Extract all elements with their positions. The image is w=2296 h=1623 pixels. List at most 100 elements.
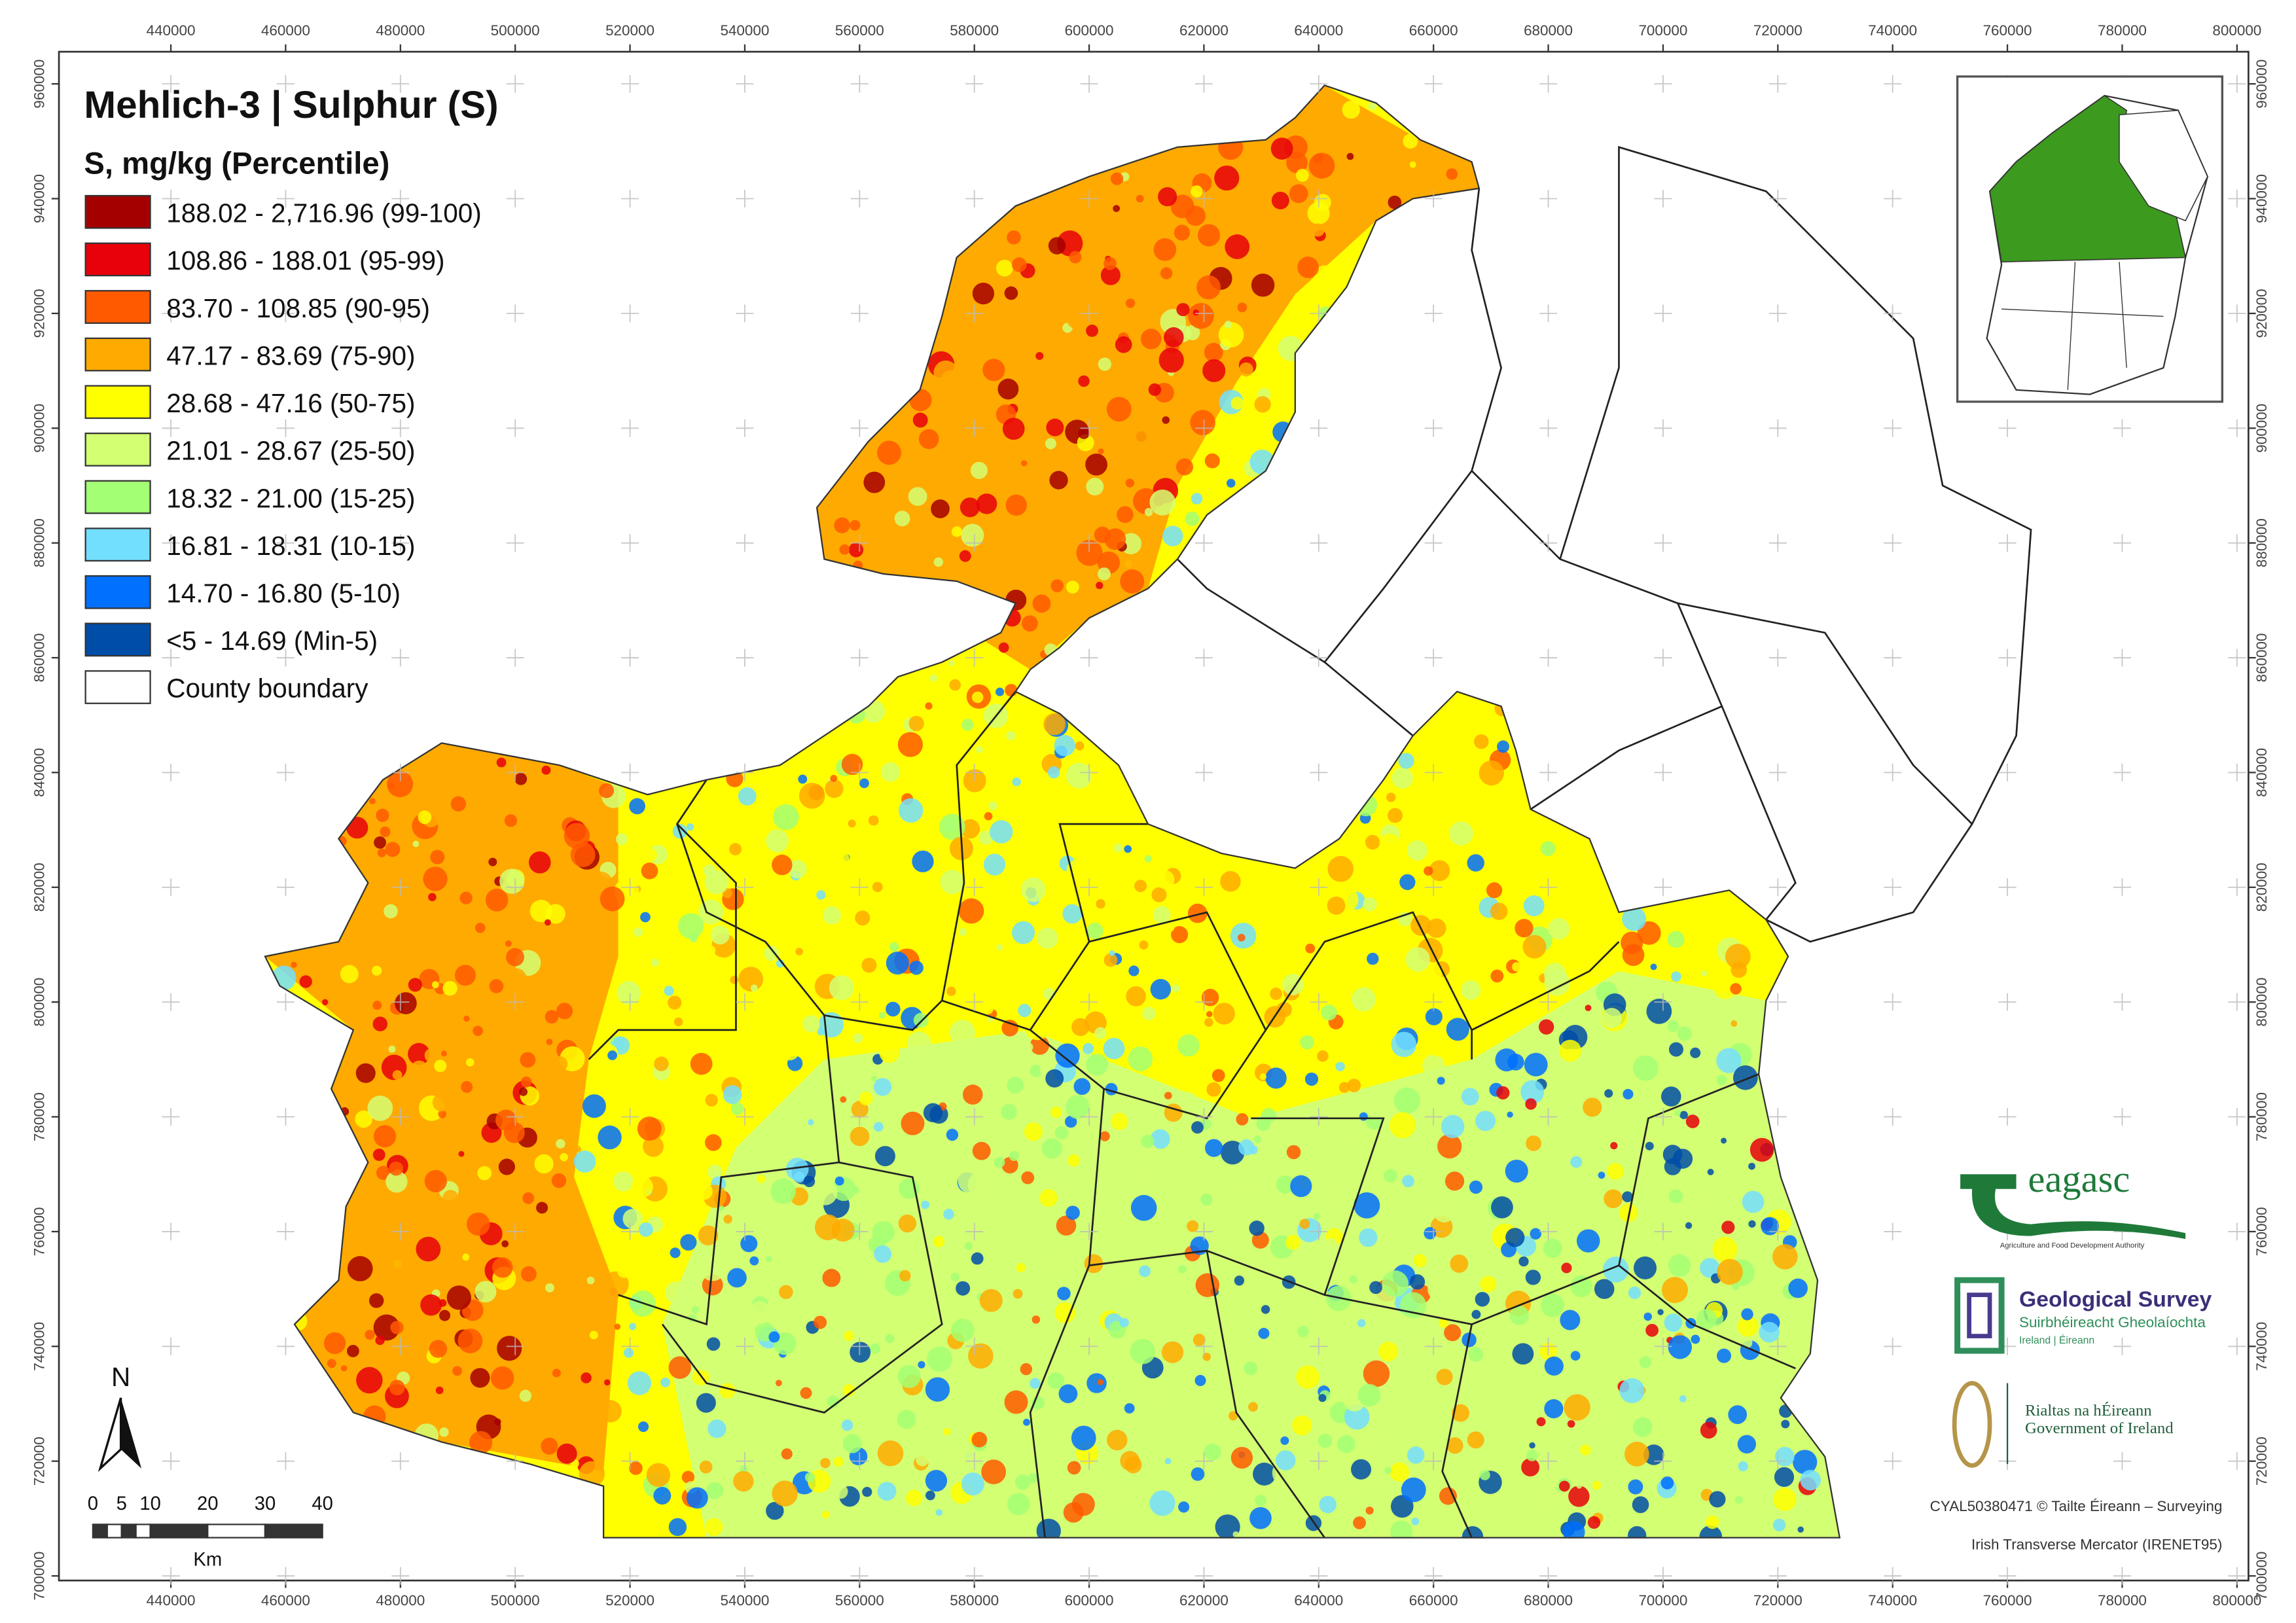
soil-patch <box>1096 582 1103 590</box>
grid-cross <box>1539 534 1558 552</box>
soil-patch <box>1700 1421 1717 1439</box>
soil-patch <box>842 1434 862 1454</box>
soil-patch <box>1180 1007 1194 1022</box>
soil-patch <box>1177 1034 1200 1057</box>
soil-patch <box>377 848 387 857</box>
soil-patch <box>1520 1080 1545 1104</box>
soil-patch <box>1517 1336 1525 1343</box>
grid-cross <box>965 190 984 208</box>
grid-cross <box>1654 878 1672 897</box>
soil-patch <box>392 1070 403 1080</box>
soil-patch <box>975 932 986 944</box>
soil-patch <box>389 1161 404 1176</box>
grid-cross <box>621 993 639 1011</box>
soil-patch <box>1001 1103 1017 1120</box>
soil-patch <box>1075 741 1085 751</box>
soil-patch <box>1548 918 1570 940</box>
soil-patch <box>1286 1145 1301 1160</box>
soil-patch <box>1409 161 1416 168</box>
soil-patch <box>1576 1482 1583 1489</box>
soil-patch <box>638 1222 653 1237</box>
soil-patch <box>773 804 799 830</box>
soil-patch <box>823 906 841 925</box>
soil-patch <box>1136 194 1144 203</box>
soil-patch <box>1194 1374 1206 1387</box>
soil-patch <box>514 772 528 785</box>
grid-cross <box>1654 649 1672 667</box>
soil-patch <box>723 1085 742 1104</box>
soil-patch <box>1254 396 1271 413</box>
soil-patch <box>1071 1018 1090 1037</box>
soil-patch <box>1515 919 1534 938</box>
soil-patch <box>1088 821 1104 837</box>
grid-cross <box>1884 649 1902 667</box>
soil-patch <box>1191 1121 1204 1134</box>
grid-cross <box>1654 419 1672 437</box>
soil-patch <box>1066 580 1079 594</box>
soil-patch <box>816 890 826 900</box>
x-tick-label: 660000 <box>1409 22 1458 39</box>
grid-cross <box>1539 878 1558 897</box>
soil-patch <box>506 948 524 967</box>
soil-patch <box>1001 1020 1018 1037</box>
soil-patch <box>1721 1137 1727 1144</box>
soil-patch <box>629 798 645 815</box>
soil-patch <box>1004 1390 1028 1414</box>
soil-patch <box>1041 1138 1062 1159</box>
soil-patch <box>1150 978 1172 1000</box>
soil-patch <box>1139 1265 1151 1277</box>
grid-cross <box>2228 993 2246 1011</box>
soil-patch <box>1401 1477 1426 1503</box>
soil-patch <box>1335 1061 1345 1071</box>
legend-swatch <box>84 622 151 657</box>
soil-patch <box>1660 1476 1674 1489</box>
grid-cross <box>1768 75 1787 93</box>
soil-patch <box>1107 784 1130 807</box>
soil-patch <box>1094 526 1111 543</box>
soil-patch <box>976 745 983 753</box>
soil-patch <box>439 1427 449 1437</box>
soil-patch <box>1012 921 1035 944</box>
soil-patch <box>1164 921 1175 933</box>
x-tick-label: 780000 <box>2098 22 2147 39</box>
soil-patch <box>877 440 901 465</box>
grid-cross <box>1654 993 1672 1011</box>
soil-patch <box>1467 854 1484 872</box>
soil-patch <box>1126 986 1146 1007</box>
soil-patch <box>730 1102 744 1116</box>
soil-patch <box>842 1384 855 1397</box>
soil-patch <box>1410 915 1431 936</box>
soil-patch <box>1285 1234 1300 1250</box>
soil-patch <box>1716 1048 1742 1073</box>
soil-patch <box>1518 1256 1529 1267</box>
soil-patch <box>1712 1236 1738 1262</box>
soil-patch <box>1667 1020 1679 1033</box>
soil-patch <box>925 702 933 710</box>
soil-patch <box>1703 993 1711 1000</box>
grid-cross <box>506 1337 524 1355</box>
y-tick-label: 900000 <box>31 404 48 453</box>
x-tick-label: 600000 <box>1065 22 1114 39</box>
grid-cross <box>736 1337 754 1355</box>
grid-cross <box>1424 1108 1443 1126</box>
grid-cross <box>1080 993 1098 1011</box>
soil-patch <box>1772 1244 1798 1270</box>
soil-patch <box>1405 947 1431 972</box>
soil-patch <box>772 854 793 876</box>
soil-patch <box>1444 1171 1465 1191</box>
soil-patch <box>1348 1133 1357 1142</box>
grid-cross <box>1998 878 2017 897</box>
soil-patch <box>485 889 509 912</box>
grid-cross <box>162 1222 180 1241</box>
soil-patch <box>943 1209 954 1220</box>
soil-patch <box>1468 1346 1484 1362</box>
soil-patch <box>1220 871 1241 892</box>
soil-patch <box>1276 1001 1292 1018</box>
soil-patch <box>501 1240 509 1247</box>
soil-patch <box>1657 1309 1664 1315</box>
soil-patch <box>1016 449 1033 466</box>
soil-patch <box>1661 1277 1688 1304</box>
soil-patch <box>1643 1444 1664 1465</box>
grid-cross <box>621 878 639 897</box>
soil-patch <box>1066 762 1092 789</box>
